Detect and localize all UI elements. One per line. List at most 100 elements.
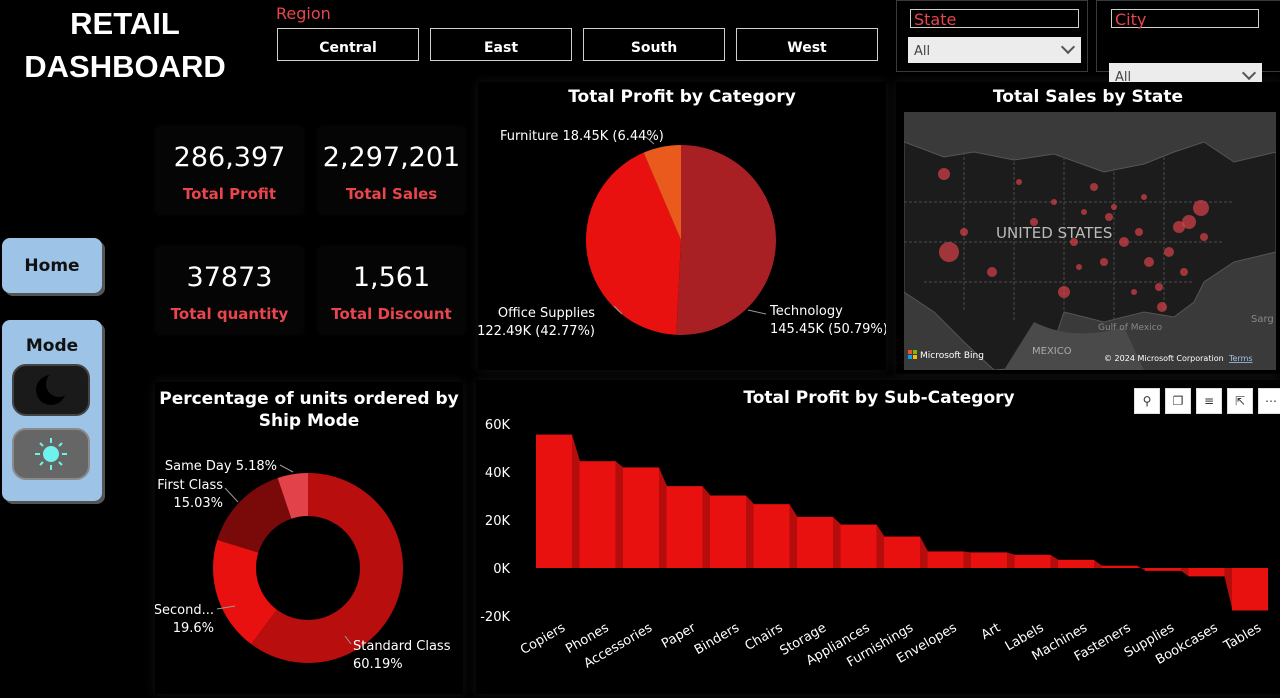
- y-tick-label: 60K: [485, 418, 511, 433]
- region-label: Region: [276, 4, 331, 23]
- bar-side: [833, 516, 841, 568]
- map-bubble[interactable]: [938, 168, 950, 180]
- dark-mode-toggle[interactable]: [12, 364, 90, 416]
- map-bubble[interactable]: [1135, 228, 1143, 236]
- region-button-central[interactable]: Central: [277, 28, 419, 61]
- kpi-label: Total quantity: [170, 305, 289, 323]
- shipmode-donut-chart: Standard Class 60.19% Second... 19.6% Fi…: [155, 459, 451, 672]
- kpi-value: 286,397: [173, 142, 286, 173]
- sun-icon: [35, 438, 67, 470]
- bar-fasteners[interactable]: [1101, 565, 1138, 568]
- map-bubble[interactable]: [1081, 209, 1087, 215]
- x-tick-label: Binders: [692, 620, 742, 658]
- donut-slice-same-day[interactable]: [277, 473, 308, 519]
- bar-binders[interactable]: [710, 495, 746, 568]
- x-tick-label: Tables: [1221, 620, 1265, 654]
- mode-label: Mode: [25, 336, 79, 356]
- kpi-total-discount: 1,561 Total Discount: [319, 248, 464, 333]
- region-button-south[interactable]: South: [583, 28, 725, 61]
- map-bubble[interactable]: [1141, 194, 1147, 200]
- map-terms-link[interactable]: Terms: [1228, 354, 1253, 363]
- map-bubble[interactable]: [1058, 286, 1070, 298]
- bar-art[interactable]: [971, 552, 1007, 568]
- pie-slice-furniture[interactable]: [643, 145, 681, 240]
- y-tick-label: 0K: [493, 562, 510, 577]
- donut-slice-second[interactable]: [213, 539, 277, 645]
- chevron-down-icon: [1060, 39, 1076, 55]
- bar-furnishings[interactable]: [884, 536, 920, 568]
- bar-supplies[interactable]: [1145, 568, 1181, 571]
- bar-side: [876, 524, 885, 568]
- leader-line: [344, 635, 352, 645]
- pin-icon[interactable]: ⚲: [1134, 388, 1160, 414]
- light-mode-toggle[interactable]: [12, 428, 90, 480]
- more-icon[interactable]: ⋯: [1258, 388, 1280, 414]
- map-bubble[interactable]: [939, 242, 959, 262]
- map-bubble[interactable]: [960, 228, 968, 236]
- bar-paper[interactable]: [666, 486, 703, 568]
- expand-icon[interactable]: ⇱: [1227, 388, 1253, 414]
- region-button-east[interactable]: East: [430, 28, 572, 61]
- subcategory-bar-title: Total Profit by Sub-Category: [743, 388, 1015, 408]
- bar-envelopes[interactable]: [927, 551, 964, 568]
- x-tick-label: Art: [979, 620, 1003, 643]
- donut-label-standard-name: Standard Class: [353, 639, 451, 654]
- donut-slice-standard-class[interactable]: [251, 473, 403, 663]
- map-bubble[interactable]: [1070, 238, 1078, 246]
- map-bubble[interactable]: [1111, 204, 1117, 210]
- map-bubble[interactable]: [1155, 283, 1163, 291]
- leader-line: [645, 136, 655, 145]
- filter-icon[interactable]: ≡: [1196, 388, 1222, 414]
- bar-phones[interactable]: [579, 461, 616, 568]
- copy-icon[interactable]: ❐: [1165, 388, 1191, 414]
- pie-label-technology-name: Technology: [769, 304, 843, 319]
- bar-accessories[interactable]: [623, 467, 659, 568]
- bar-side: [659, 467, 667, 568]
- bar-machines[interactable]: [1058, 559, 1094, 568]
- y-tick-label: -20K: [480, 610, 510, 625]
- map-bubble[interactable]: [1090, 183, 1098, 191]
- map-bubble[interactable]: [1193, 200, 1209, 216]
- map-bubble[interactable]: [1030, 218, 1038, 226]
- map-bubble[interactable]: [1100, 258, 1108, 266]
- state-dropdown[interactable]: All: [908, 37, 1081, 63]
- map-bubble[interactable]: [1131, 289, 1137, 295]
- map-bubble[interactable]: [1180, 268, 1188, 276]
- map-bubble[interactable]: [1182, 215, 1196, 229]
- map-bubble[interactable]: [987, 267, 997, 277]
- map-bubble[interactable]: [1016, 179, 1022, 185]
- bar-side: [1224, 568, 1233, 611]
- map-bubble[interactable]: [1144, 257, 1154, 267]
- bar-storage[interactable]: [797, 516, 833, 568]
- map-bubble[interactable]: [1164, 247, 1174, 257]
- map-gulf-label: Gulf of Mexico: [1098, 323, 1163, 333]
- map-bubble[interactable]: [1200, 233, 1208, 241]
- bar-copiers[interactable]: [536, 434, 572, 568]
- leader-line: [216, 605, 236, 610]
- donut-label-sameday: Same Day 5.18%: [165, 459, 277, 474]
- bar-tables[interactable]: [1232, 568, 1268, 611]
- bar-appliances[interactable]: [840, 524, 877, 568]
- region-button-west[interactable]: West: [736, 28, 878, 61]
- bar-side: [1007, 552, 1015, 568]
- kpi-total-quantity: 37873 Total quantity: [157, 248, 302, 333]
- home-button[interactable]: Home: [2, 238, 102, 293]
- pie-slice-technology[interactable]: [676, 145, 776, 335]
- map-bubble[interactable]: [1173, 221, 1185, 233]
- map-bubble[interactable]: [1051, 199, 1057, 205]
- bar-bookcases[interactable]: [1188, 568, 1225, 577]
- map-bubble[interactable]: [1119, 237, 1129, 247]
- map-bubble[interactable]: [1105, 213, 1113, 221]
- kpi-value: 2,297,201: [322, 142, 461, 173]
- state-slicer-label: State: [910, 9, 1079, 29]
- bar-labels[interactable]: [1014, 554, 1051, 568]
- bar-side: [1050, 554, 1059, 568]
- donut-slice-first-class[interactable]: [217, 477, 292, 553]
- map-bubble[interactable]: [1076, 264, 1082, 270]
- bar-chairs[interactable]: [753, 504, 790, 568]
- map-bubble[interactable]: [1157, 302, 1167, 312]
- pie-slice-office-supplies[interactable]: [586, 152, 681, 335]
- bar-side: [1137, 565, 1146, 571]
- sales-map[interactable]: UNITED STATES Gulf of Mexico MEXICO Sarg…: [904, 112, 1276, 370]
- leader-line: [747, 309, 767, 315]
